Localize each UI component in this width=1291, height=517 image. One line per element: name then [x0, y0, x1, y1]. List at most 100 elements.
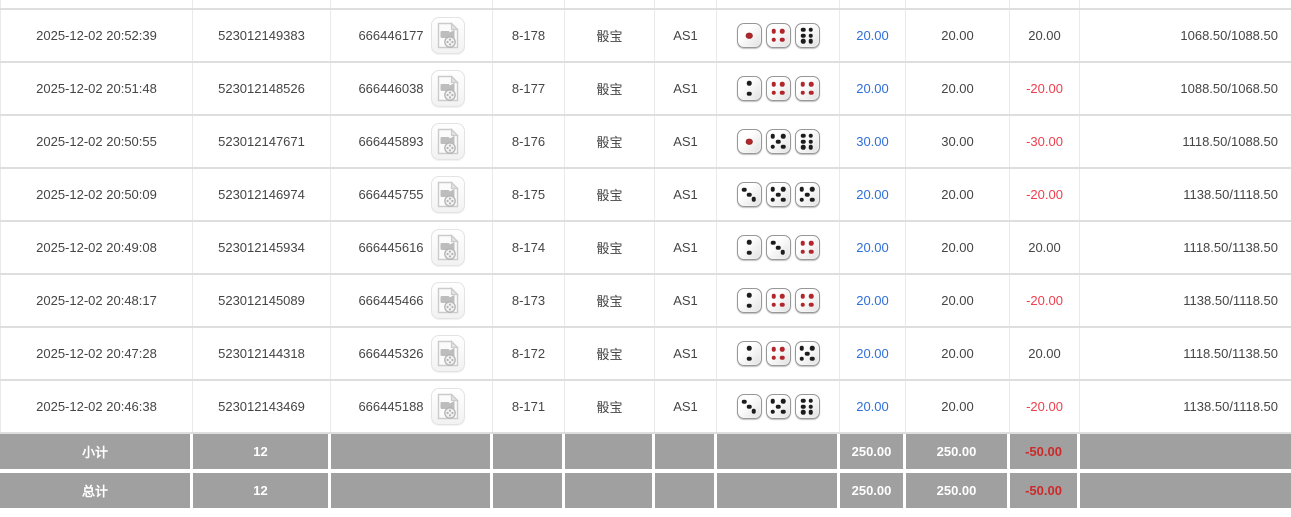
dice-result	[736, 394, 820, 419]
summary-count-cell: 12	[193, 434, 331, 469]
summary-empty-cell	[1080, 473, 1291, 508]
win-loss-cell: 20.00	[1010, 328, 1080, 379]
balance-cell: 1068.50/1088.50	[1180, 28, 1278, 43]
summary-count-cell: 12	[193, 473, 331, 508]
die-icon-5	[765, 182, 791, 207]
balance-cell: 1118.50/1138.50	[1183, 346, 1278, 361]
bet-amount-cell: 20.00	[840, 63, 906, 114]
bet-id-cell: 523012145089	[193, 275, 331, 326]
summary-valid-cell: 250.00	[906, 473, 1010, 508]
die-icon-3	[765, 235, 791, 260]
summary-bet-cell: 250.00	[840, 434, 906, 469]
bet-id-cell: 523012147671	[193, 116, 331, 167]
bet-time-cell: 2025-12-02 20:46:38	[0, 381, 193, 432]
clipped-cell	[840, 0, 906, 8]
dice-result	[736, 76, 820, 101]
round-id-cell: 666446177	[331, 10, 493, 61]
die-icon-4	[794, 235, 820, 260]
bet-id-cell: 523012146974	[193, 169, 331, 220]
video-replay-button[interactable]	[430, 388, 465, 425]
summary-empty-cell	[331, 434, 493, 469]
die-icon-1	[736, 129, 762, 154]
game-name-cell: 骰宝	[565, 169, 655, 220]
bet-amount-link[interactable]: 20.00	[856, 240, 889, 255]
die-icon-5	[794, 182, 820, 207]
die-icon-2	[736, 288, 762, 313]
table-row: 2025-12-02 20:50:09 523012146974 6664457…	[0, 169, 1291, 222]
video-file-icon	[437, 234, 459, 261]
bet-amount-link[interactable]: 20.00	[856, 81, 889, 96]
video-replay-button[interactable]	[430, 176, 465, 213]
bet-amount-cell: 20.00	[840, 222, 906, 273]
bet-id-cell: 523012144318	[193, 328, 331, 379]
die-icon-5	[765, 394, 791, 419]
table-row: 2025-12-02 20:52:39 523012149383 6664461…	[0, 10, 1291, 63]
summary-empty-cell	[717, 434, 840, 469]
die-icon-6	[794, 23, 820, 48]
video-replay-button[interactable]	[430, 229, 465, 266]
dice-result-cell	[717, 328, 840, 379]
bet-amount-link[interactable]: 20.00	[856, 399, 889, 414]
video-replay-button[interactable]	[430, 17, 465, 54]
bet-amount-link[interactable]: 20.00	[856, 28, 889, 43]
dice-result-cell	[717, 275, 840, 326]
summary-winloss-cell: -50.00	[1010, 473, 1080, 508]
bet-amount-cell: 20.00	[840, 381, 906, 432]
table-row: 2025-12-02 20:48:17 523012145089 6664454…	[0, 275, 1291, 328]
table-row: 2025-12-02 20:50:55 523012147671 6664458…	[0, 116, 1291, 169]
round-id-cell: 666445466	[331, 275, 493, 326]
die-icon-6	[794, 129, 820, 154]
video-replay-button[interactable]	[430, 282, 465, 319]
clipped-cell	[0, 0, 193, 8]
game-name-cell: 骰宝	[565, 328, 655, 379]
video-file-icon	[437, 181, 459, 208]
clipped-cell	[331, 0, 493, 8]
summary-empty-cell	[331, 473, 493, 508]
bet-amount-cell: 20.00	[840, 10, 906, 61]
video-file-icon	[437, 22, 459, 49]
table-row: 2025-12-02 20:47:28 523012144318 6664453…	[0, 328, 1291, 381]
bet-amount-link[interactable]: 20.00	[856, 293, 889, 308]
bet-amount-link[interactable]: 30.00	[856, 134, 889, 149]
video-replay-button[interactable]	[430, 123, 465, 160]
bet-time-cell: 2025-12-02 20:47:28	[0, 328, 193, 379]
balance-cell: 1138.50/1118.50	[1183, 293, 1278, 308]
table-body: 2025-12-02 20:52:39 523012149383 6664461…	[0, 10, 1291, 434]
dice-result-cell	[717, 116, 840, 167]
valid-amount-cell: 20.00	[906, 328, 1010, 379]
bet-amount-link[interactable]: 20.00	[856, 187, 889, 202]
table-top-clipped-row	[0, 0, 1291, 10]
die-icon-2	[736, 341, 762, 366]
bet-time-cell: 2025-12-02 20:51:48	[0, 63, 193, 114]
bet-amount-cell: 20.00	[840, 169, 906, 220]
clipped-cell	[193, 0, 331, 8]
dice-result	[736, 182, 820, 207]
video-file-icon	[437, 128, 459, 155]
game-name-cell: 骰宝	[565, 10, 655, 61]
table-name-cell: AS1	[655, 381, 717, 432]
summary-valid-cell: 250.00	[906, 434, 1010, 469]
bet-time-cell: 2025-12-02 20:48:17	[0, 275, 193, 326]
round-number-cell: 8-176	[493, 116, 565, 167]
bet-amount-link[interactable]: 20.00	[856, 346, 889, 361]
round-id-cell: 666445188	[331, 381, 493, 432]
bet-time-cell: 2025-12-02 20:52:39	[0, 10, 193, 61]
table-name-cell: AS1	[655, 222, 717, 273]
table-name-cell: AS1	[655, 169, 717, 220]
table-footer: 小计 12 250.00 250.00 -50.00 总计 12 250.00 …	[0, 434, 1291, 508]
clipped-cell	[1080, 0, 1291, 8]
round-id-cell: 666445755	[331, 169, 493, 220]
table-name-cell: AS1	[655, 116, 717, 167]
win-loss-cell: 20.00	[1010, 222, 1080, 273]
game-name-cell: 骰宝	[565, 381, 655, 432]
video-file-icon	[437, 340, 459, 367]
clipped-cell	[717, 0, 840, 8]
bet-id-cell: 523012145934	[193, 222, 331, 273]
dice-result-cell	[717, 169, 840, 220]
video-replay-button[interactable]	[430, 335, 465, 372]
die-icon-1	[736, 23, 762, 48]
valid-amount-cell: 20.00	[906, 63, 1010, 114]
round-number-cell: 8-174	[493, 222, 565, 273]
bet-id-cell: 523012143469	[193, 381, 331, 432]
video-replay-button[interactable]	[430, 70, 465, 107]
